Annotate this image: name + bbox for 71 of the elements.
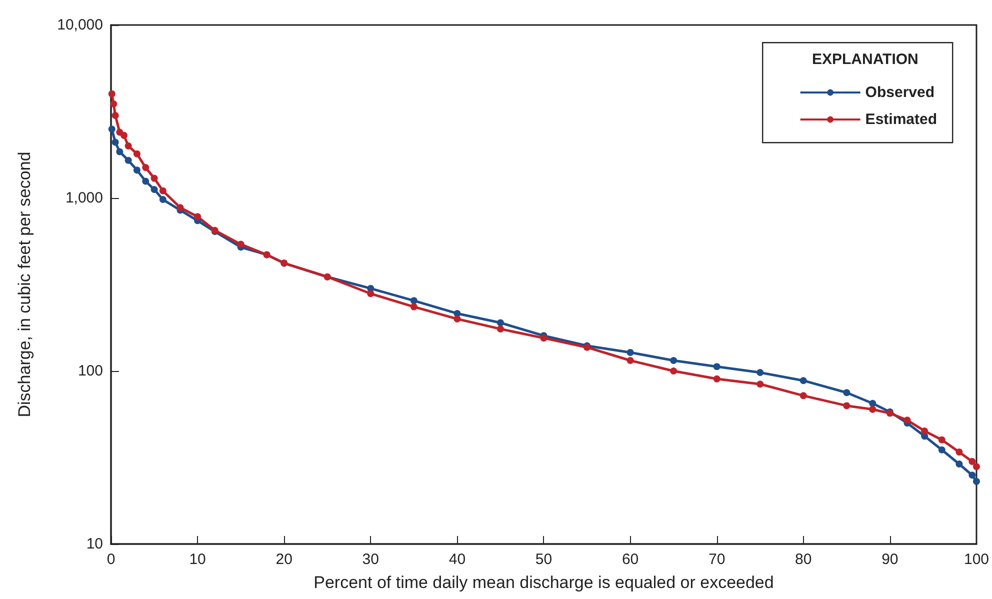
point: [112, 112, 119, 119]
x-axis-title: Percent of time daily mean discharge is equaled or exceeded: [314, 573, 774, 592]
x-tick-label: 30: [362, 551, 379, 568]
x-tick-label: 0: [106, 551, 116, 568]
point: [843, 389, 850, 396]
point: [116, 148, 124, 156]
point: [670, 368, 678, 374]
point: [133, 150, 140, 158]
y-tick-label: 10: [86, 536, 103, 552]
point: [124, 156, 132, 164]
point: [713, 363, 720, 370]
point: [843, 402, 850, 410]
point: [956, 460, 963, 468]
point: [237, 240, 244, 248]
x-tick-label: 100: [964, 551, 989, 568]
point: [968, 472, 976, 479]
y-axis-title: Discharge, in cubic feet per second: [15, 152, 34, 418]
x-tick-label: 50: [535, 551, 552, 568]
x-tick-label: 70: [708, 551, 726, 568]
point: [108, 90, 116, 98]
point: [670, 357, 678, 364]
point: [972, 478, 980, 485]
point: [112, 138, 119, 146]
legend-title: EXPLANATION: [812, 51, 918, 68]
point: [142, 164, 150, 172]
point: [756, 369, 764, 376]
y-tick-label: 10,000: [57, 16, 103, 34]
x-tick-label: 60: [622, 551, 639, 568]
point: [921, 427, 928, 434]
point: [124, 142, 132, 150]
point: [454, 315, 461, 322]
point: [496, 325, 504, 332]
point: [800, 392, 807, 400]
y-tick-label: 100: [78, 362, 103, 380]
point: [904, 416, 911, 424]
point: [800, 377, 807, 384]
point: [410, 297, 418, 304]
point: [194, 213, 202, 220]
point: [159, 187, 166, 194]
point: [133, 166, 140, 174]
point: [972, 463, 980, 470]
x-tick-label: 40: [448, 551, 466, 568]
point: [176, 204, 184, 212]
point: [938, 436, 946, 444]
x-tick-label: 90: [882, 551, 898, 568]
point: [150, 186, 158, 193]
point: [540, 334, 548, 342]
point: [626, 357, 634, 364]
legend-label: Estimated: [865, 111, 938, 128]
x-tick-label: 20: [276, 551, 292, 568]
point: [626, 348, 634, 356]
point: [756, 380, 764, 388]
x-tick-label: 10: [189, 551, 206, 568]
point: [159, 196, 166, 204]
point: [968, 458, 976, 465]
point: [938, 446, 946, 454]
point: [410, 303, 418, 310]
point: [110, 100, 118, 108]
y-tick-label: 1,000: [65, 190, 103, 206]
point: [150, 174, 158, 182]
point: [142, 178, 150, 185]
point: [108, 126, 116, 133]
legend-label: Observed: [865, 84, 935, 101]
x-tick-label: 80: [795, 551, 812, 568]
point: [496, 319, 504, 326]
point: [956, 448, 963, 456]
point: [367, 290, 374, 298]
point: [713, 375, 720, 382]
point: [869, 406, 876, 413]
point: [120, 132, 128, 139]
point: [869, 400, 876, 407]
